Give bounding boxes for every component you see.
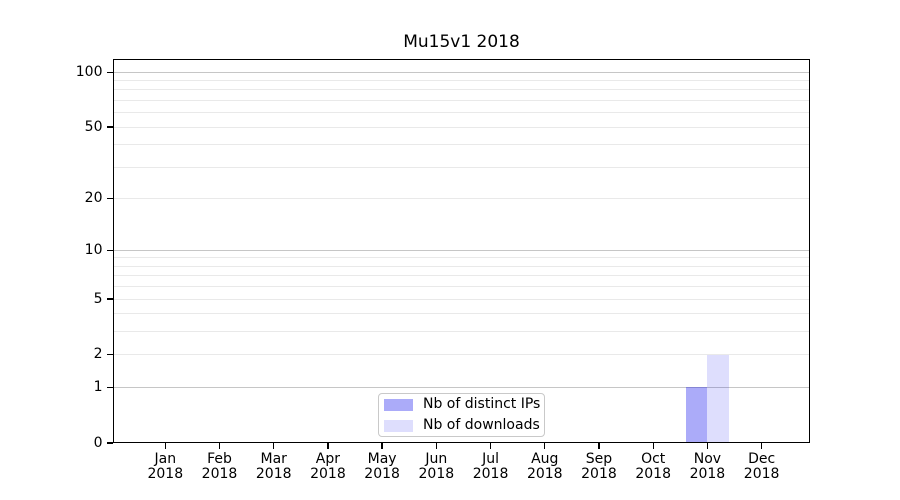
gridline-minor-3: [113, 331, 810, 333]
gridline-minor-4: [113, 313, 810, 315]
y-tick-label-100: 100: [75, 63, 103, 80]
y-tick-mark-5: [106, 298, 113, 300]
chart-title: Mu15v1 2018: [403, 32, 520, 52]
plot-area: [113, 59, 810, 443]
y-tick-label-10: 10: [84, 241, 103, 258]
y-tick-label-0: 0: [93, 434, 103, 451]
x-tick-label-mar: Mar 2018: [255, 450, 292, 482]
gridline-minor-5: [113, 298, 810, 300]
x-tick-label-jul: Jul 2018: [472, 450, 509, 482]
gridline-minor-6: [113, 286, 810, 288]
gridline-minor-70: [113, 99, 810, 101]
legend-swatch-distinct-ips: [384, 398, 413, 411]
gridline-minor-20: [113, 197, 810, 199]
legend-label-distinct-ips: Nb of distinct IPs: [423, 396, 541, 412]
gridline-major-10: [113, 249, 810, 251]
bar-nov-distinct-ips: [685, 387, 708, 443]
gridline-minor-30: [113, 166, 810, 168]
y-tick-mark-100: [106, 71, 113, 73]
x-tick-label-oct: Oct 2018: [635, 450, 671, 482]
y-tick-mark-1: [106, 386, 113, 388]
gridline-major-100: [113, 71, 810, 73]
x-tick-mark-may: [381, 443, 383, 449]
x-tick-mark-jan: [164, 443, 166, 449]
x-tick-label-jun: Jun 2018: [418, 450, 455, 482]
plot-border: [113, 59, 810, 443]
gridline-minor-9: [113, 257, 810, 259]
x-tick-mark-jul: [489, 443, 492, 449]
y-tick-label-20: 20: [84, 189, 103, 206]
legend-entry-distinct-ips: Nb of distinct IPs: [384, 396, 541, 412]
y-tick-label-50: 50: [84, 118, 103, 135]
x-tick-mark-apr: [327, 443, 329, 449]
x-tick-label-may: May 2018: [364, 450, 400, 482]
x-tick-mark-jun: [435, 443, 437, 449]
legend: Nb of distinct IPs Nb of downloads: [378, 393, 545, 437]
x-tick-mark-aug: [544, 443, 546, 449]
x-tick-mark-sep: [598, 443, 600, 449]
y-tick-mark-2: [106, 354, 113, 356]
x-tick-mark-oct: [652, 443, 654, 449]
y-tick-label-2: 2: [93, 346, 103, 363]
gridline-minor-80: [113, 89, 810, 91]
x-tick-label-dec: Dec 2018: [743, 450, 780, 482]
x-tick-label-jan: Jan 2018: [147, 450, 184, 482]
x-tick-mark-dec: [760, 443, 763, 449]
x-tick-label-sep: Sep 2018: [581, 450, 617, 482]
x-tick-mark-mar: [273, 443, 275, 449]
y-tick-mark-10: [106, 249, 113, 251]
y-tick-label-1: 1: [93, 378, 103, 395]
x-tick-label-nov: Nov 2018: [689, 450, 726, 482]
y-tick-mark-50: [106, 126, 113, 128]
gridline-minor-2: [113, 354, 810, 356]
legend-swatch-downloads: [384, 419, 413, 432]
y-tick-mark-0: [106, 442, 113, 444]
y-tick-mark-20: [106, 197, 113, 200]
x-tick-label-feb: Feb 2018: [201, 450, 238, 482]
legend-entry-downloads: Nb of downloads: [384, 417, 540, 433]
legend-label-downloads: Nb of downloads: [423, 417, 540, 433]
x-tick-mark-nov: [706, 443, 709, 449]
x-tick-label-aug: Aug 2018: [526, 450, 563, 482]
bar-nov-downloads: [707, 354, 730, 443]
x-tick-mark-feb: [218, 443, 221, 449]
gridline-minor-50: [113, 126, 810, 128]
gridline-minor-40: [113, 144, 810, 146]
gridline-minor-7: [113, 275, 810, 277]
gridline-minor-60: [113, 112, 810, 114]
x-tick-label-apr: Apr 2018: [310, 450, 346, 482]
gridline-minor-90: [113, 80, 810, 82]
gridline-major-1: [113, 386, 810, 388]
y-tick-label-5: 5: [93, 290, 103, 307]
gridline-minor-8: [113, 265, 810, 267]
